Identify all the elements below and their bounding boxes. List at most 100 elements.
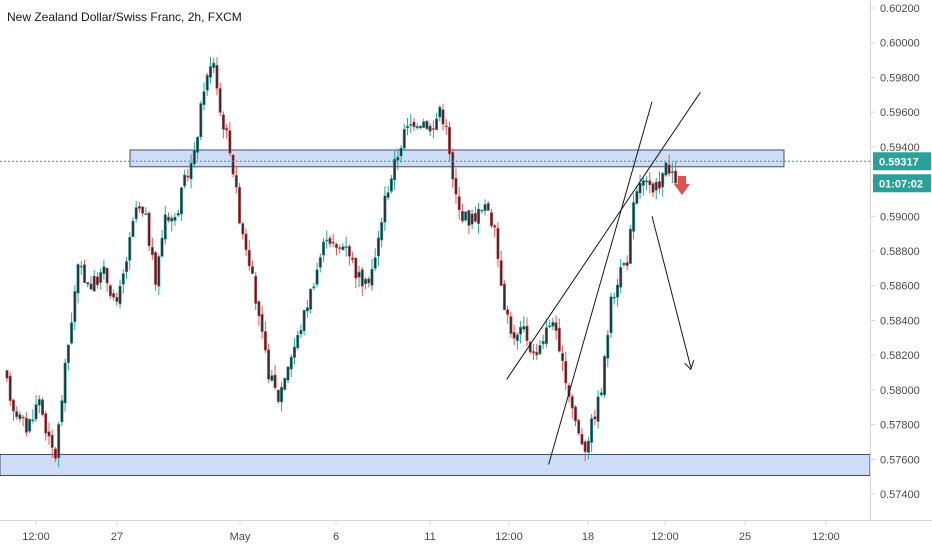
candle <box>519 320 523 344</box>
candle-body <box>173 216 177 221</box>
candle-body <box>535 351 539 356</box>
candle-body <box>318 257 322 268</box>
candle <box>131 217 135 238</box>
candle-body <box>654 181 658 191</box>
candle <box>241 221 245 240</box>
candle-body <box>347 245 351 257</box>
candle <box>386 186 390 201</box>
candle-body <box>176 212 180 216</box>
candle-body <box>260 314 264 332</box>
candle <box>525 317 529 347</box>
y-tick-label: 0.58600 <box>880 281 920 293</box>
candle-body <box>208 66 212 78</box>
candle-body <box>192 149 196 165</box>
candle-body <box>267 349 271 380</box>
y-tick-label: 0.59800 <box>880 72 920 84</box>
candle-body <box>108 285 112 297</box>
candle <box>154 250 158 291</box>
candle-body <box>567 385 571 397</box>
candle <box>47 422 51 445</box>
candle <box>8 372 12 406</box>
candle <box>95 272 99 289</box>
candle <box>318 253 322 273</box>
candle <box>325 230 329 249</box>
price-badge-value: 0.59317 <box>879 156 919 168</box>
candle-body <box>270 375 274 381</box>
candle <box>464 211 468 222</box>
candle-body <box>418 125 422 129</box>
candle-body <box>612 296 616 299</box>
candle-body <box>234 175 238 188</box>
candle <box>651 181 655 198</box>
candle <box>141 206 145 217</box>
candle-body <box>386 192 390 198</box>
candle-body <box>564 360 568 384</box>
candle-body <box>170 217 174 222</box>
y-tick-label: 0.57400 <box>880 489 920 501</box>
candle-body <box>515 334 519 341</box>
candle <box>283 377 287 391</box>
candle <box>289 354 293 378</box>
candle-body <box>276 389 280 402</box>
candle-body <box>632 202 636 232</box>
candle <box>451 148 455 188</box>
y-tick-label: 0.60000 <box>880 38 920 50</box>
candle-body <box>341 246 345 251</box>
candle-body <box>273 374 277 388</box>
candle-body <box>150 246 154 256</box>
candle <box>66 344 70 371</box>
candle-body <box>667 164 671 174</box>
candle <box>250 260 254 275</box>
candle <box>409 113 413 134</box>
candle <box>53 447 57 463</box>
candle <box>212 57 216 74</box>
candle <box>99 268 103 290</box>
candle <box>554 315 558 340</box>
candle-body <box>79 265 83 268</box>
candle <box>354 257 358 289</box>
candle-body <box>648 180 652 186</box>
candle <box>619 259 623 294</box>
candle-body <box>657 181 661 189</box>
price-badge-group[interactable]: 0.59317 01:07:02 <box>873 152 931 193</box>
candle-body <box>257 301 261 317</box>
axes-group <box>0 0 932 521</box>
candle <box>586 436 590 460</box>
candle <box>192 142 196 168</box>
candle <box>257 300 261 326</box>
candle <box>661 172 665 197</box>
candle-body <box>286 366 290 381</box>
candle-body <box>441 109 445 125</box>
candle <box>205 72 209 96</box>
candle <box>406 117 410 136</box>
candle-body <box>41 399 45 415</box>
candle-body <box>457 196 461 211</box>
candle <box>599 387 603 397</box>
candle-body <box>247 249 251 267</box>
candle <box>247 240 251 271</box>
candle-body <box>199 103 203 138</box>
candle <box>347 244 351 266</box>
candle-body <box>328 237 332 245</box>
candle-body <box>57 423 61 459</box>
candle-body <box>506 309 510 315</box>
candle-body <box>428 125 432 132</box>
candle-body <box>467 210 471 226</box>
candle <box>31 409 35 424</box>
candle <box>83 260 87 283</box>
candle-body <box>92 275 96 292</box>
candle-body <box>473 212 477 222</box>
candle <box>170 215 174 232</box>
candle <box>460 203 464 224</box>
candle <box>483 199 487 216</box>
candle-body <box>438 106 442 118</box>
candle-body <box>95 276 99 286</box>
candle <box>509 311 513 338</box>
x-tick-label: 12:00 <box>812 531 840 543</box>
candle <box>628 225 632 264</box>
candle-body <box>606 334 610 359</box>
candle-body <box>619 266 623 288</box>
candle-body <box>396 156 400 161</box>
candle <box>370 258 374 291</box>
